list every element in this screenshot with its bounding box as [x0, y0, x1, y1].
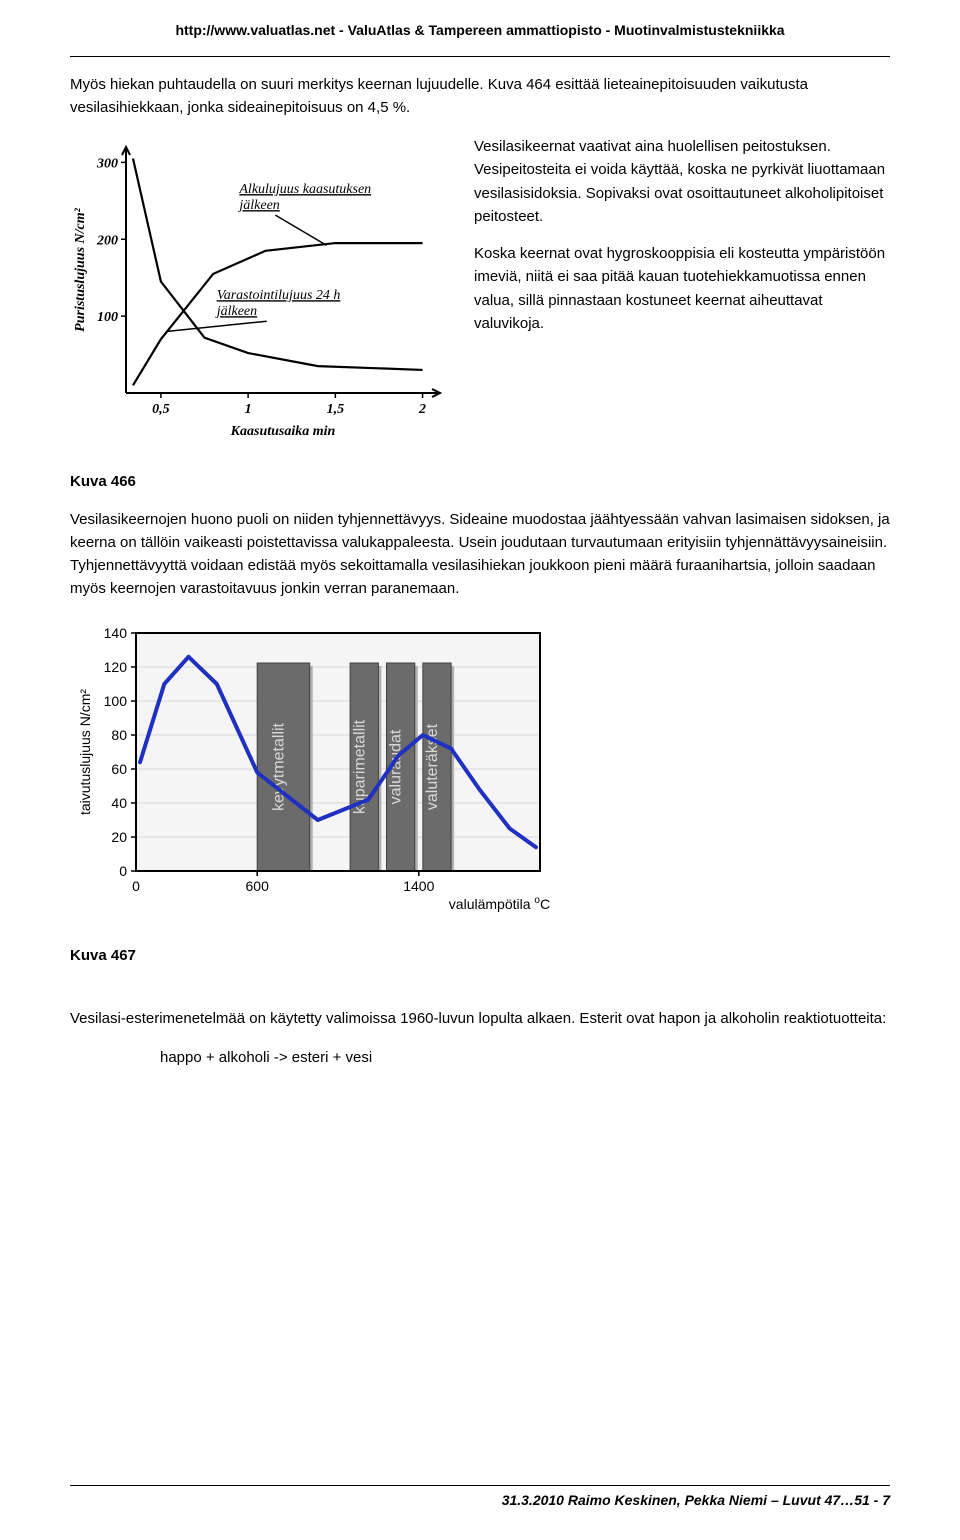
chart-466-svg: 1002003000,511,52Alkulujuus kaasutuksenj…: [70, 135, 450, 445]
svg-text:80: 80: [111, 727, 127, 743]
svg-text:200: 200: [96, 233, 118, 248]
page-footer: 31.3.2010 Raimo Keskinen, Pekka Niemi – …: [70, 1485, 890, 1512]
intro-section: Myös hiekan puhtaudella on suuri merkity…: [70, 73, 890, 120]
body-paragraph: Vesilasikeernojen huono puoli on niiden …: [70, 508, 890, 601]
svg-text:0,5: 0,5: [152, 402, 170, 417]
svg-text:1,5: 1,5: [327, 402, 345, 417]
chart-467-svg: kevytmetallitkuparimetallitvaluraudatval…: [70, 617, 570, 927]
equation: happo + alkoholi -> esteri + vesi: [160, 1046, 890, 1069]
svg-text:Puristuslujuus N/cm²: Puristuslujuus N/cm²: [73, 208, 88, 332]
intro-paragraph: Myös hiekan puhtaudella on suuri merkity…: [70, 73, 890, 120]
svg-text:jälkeen: jälkeen: [237, 198, 279, 213]
svg-text:jälkeen: jälkeen: [215, 304, 257, 319]
header-rule: [70, 56, 890, 57]
svg-text:valulämpötila oC: valulämpötila oC: [449, 895, 550, 912]
svg-text:140: 140: [104, 625, 128, 641]
right-p1: Vesilasikeernat vaativat aina huolellise…: [474, 135, 890, 228]
chart-466: 1002003000,511,52Alkulujuus kaasutuksenj…: [70, 135, 450, 452]
svg-text:1: 1: [245, 402, 252, 417]
svg-text:100: 100: [97, 310, 118, 325]
svg-text:40: 40: [111, 795, 127, 811]
svg-text:0: 0: [132, 878, 140, 894]
svg-text:120: 120: [104, 659, 128, 675]
figure-467-label: Kuva 467: [70, 944, 890, 967]
svg-text:0: 0: [119, 863, 127, 879]
svg-text:600: 600: [246, 878, 270, 894]
bottom-p1: Vesilasi-esterimenetelmää on käytetty va…: [70, 1007, 890, 1030]
figure-466-label: Kuva 466: [70, 470, 890, 493]
svg-text:1400: 1400: [403, 878, 434, 894]
svg-text:Alkulujuus kaasutuksen: Alkulujuus kaasutuksen: [238, 182, 371, 197]
right-p2: Koska keernat ovat hygroskooppisia eli k…: [474, 242, 890, 335]
svg-text:100: 100: [104, 693, 128, 709]
svg-text:Kaasutusaika min: Kaasutusaika min: [230, 424, 336, 439]
svg-text:taivutuslujuus N/cm²: taivutuslujuus N/cm²: [77, 688, 93, 814]
svg-text:20: 20: [111, 829, 127, 845]
chart-467: kevytmetallitkuparimetallitvaluraudatval…: [70, 617, 890, 934]
svg-text:2: 2: [418, 402, 426, 417]
svg-text:300: 300: [96, 157, 118, 172]
page-header-url: http://www.valuatlas.net - ValuAtlas & T…: [70, 20, 890, 42]
svg-text:kevytmetallit: kevytmetallit: [270, 722, 287, 811]
svg-text:60: 60: [111, 761, 127, 777]
bottom-section: Vesilasi-esterimenetelmää on käytetty va…: [70, 1007, 890, 1070]
right-column: Vesilasikeernat vaativat aina huolellise…: [474, 135, 890, 452]
svg-text:Varastointilujuus 24 h: Varastointilujuus 24 h: [217, 288, 341, 303]
figure-text-row: 1002003000,511,52Alkulujuus kaasutuksenj…: [70, 135, 890, 452]
